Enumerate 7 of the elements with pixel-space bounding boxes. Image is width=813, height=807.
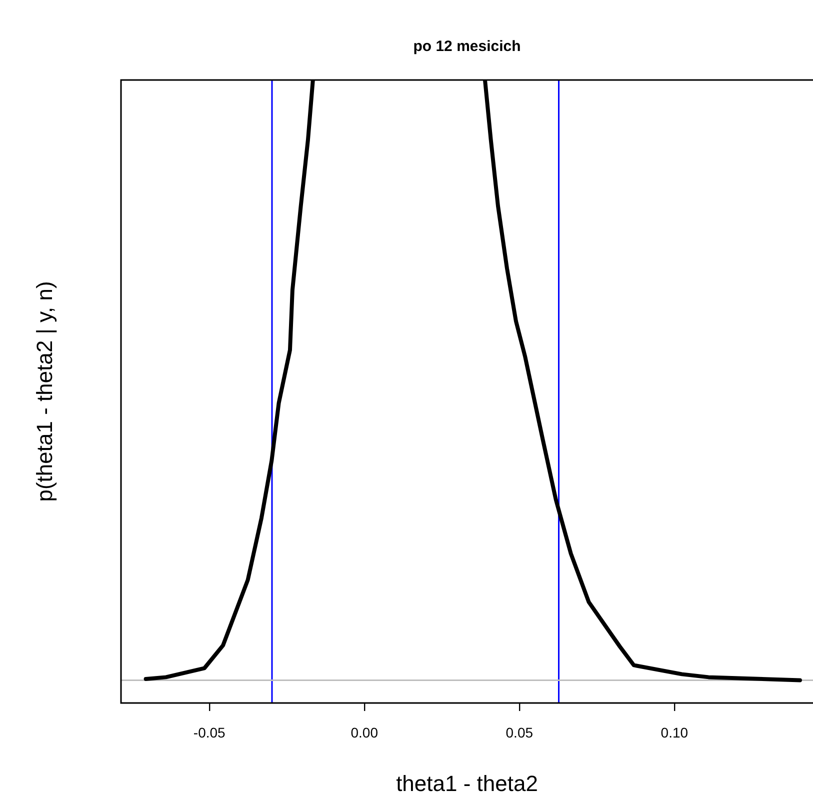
x-axis-title: theta1 - theta2 bbox=[396, 771, 538, 796]
x-tick-label: -0.05 bbox=[193, 724, 226, 740]
y-axis-title: p(theta1 - theta2 | y, n) bbox=[32, 281, 58, 502]
x-tick-label: 0.10 bbox=[660, 724, 688, 740]
x-tick-label: 0.00 bbox=[350, 724, 378, 740]
chart-title: po 12 mesicich bbox=[413, 38, 521, 56]
x-tick-label: 0.05 bbox=[506, 724, 534, 740]
